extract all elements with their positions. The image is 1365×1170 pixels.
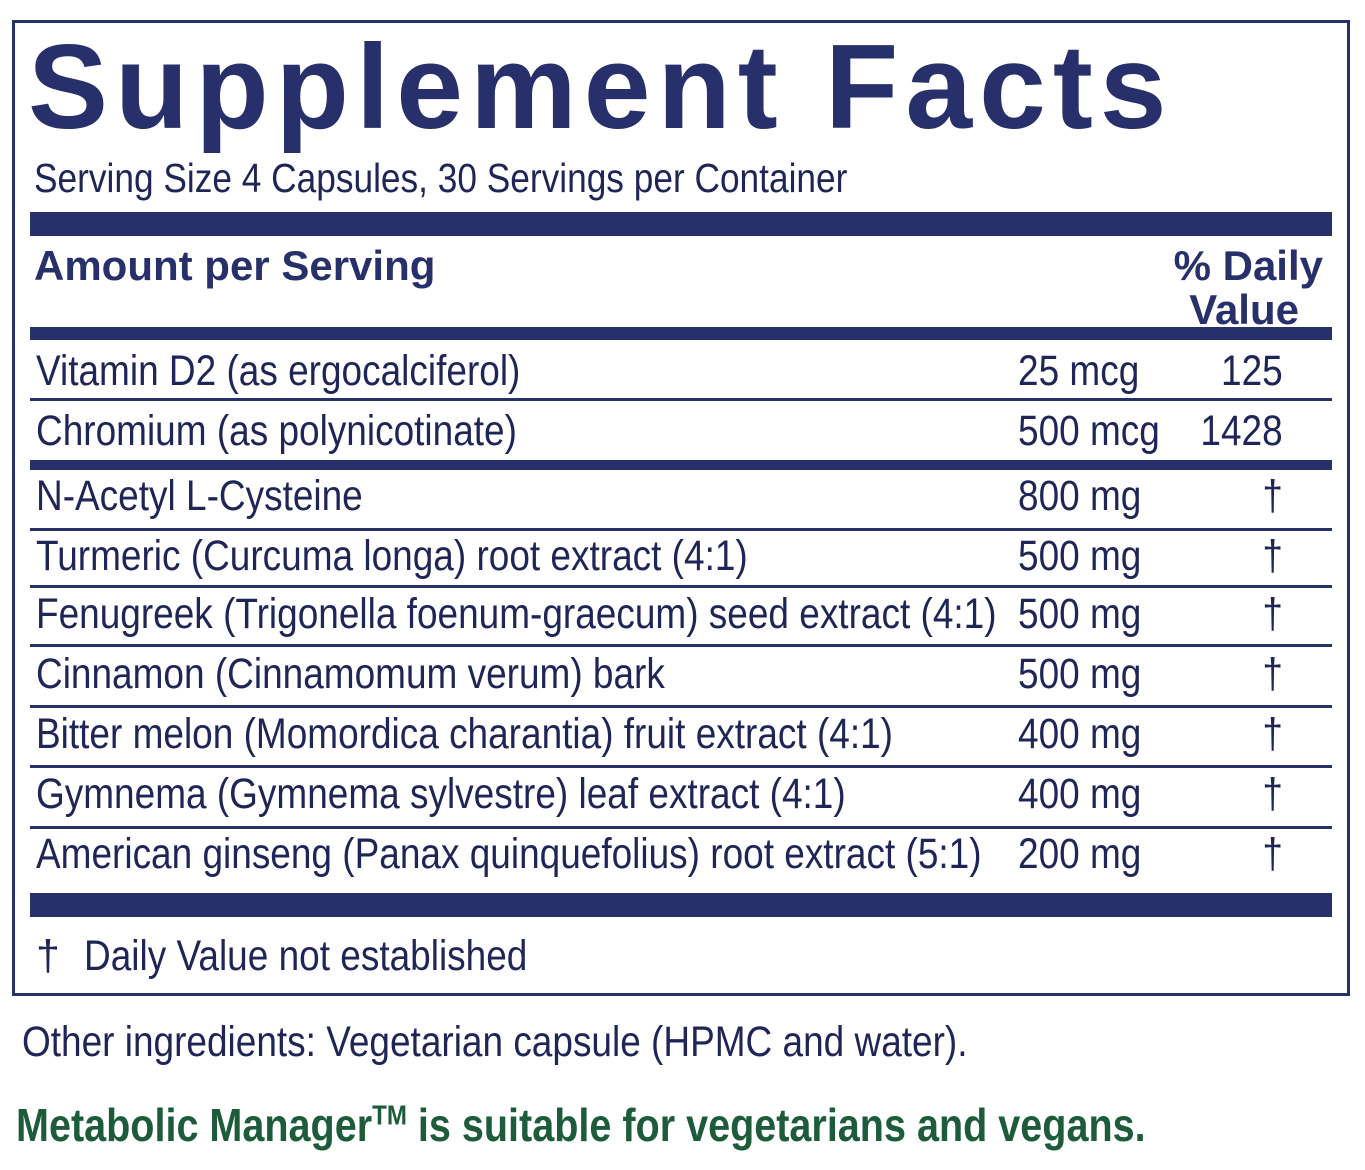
daily-value: † <box>1262 830 1283 878</box>
ingredient-name: N-Acetyl L-Cysteine <box>36 472 363 520</box>
ingredient-name: Chromium (as polynicotinate) <box>36 407 517 455</box>
divider <box>30 585 1332 588</box>
header-dv: Value <box>1189 286 1299 333</box>
amount: 400 mg <box>1018 710 1142 758</box>
divider <box>30 765 1332 768</box>
header-amount: Amount per Serving <box>34 242 436 289</box>
amount: 25 mcg <box>1018 347 1140 395</box>
daily-value: † <box>1262 532 1283 580</box>
amount: 500 mg <box>1018 590 1142 638</box>
divider <box>30 826 1332 829</box>
ingredient-name: Cinnamon (Cinnamomum verum) bark <box>36 650 665 698</box>
divider <box>30 398 1332 401</box>
product: Metabolic Manager <box>16 1099 373 1151</box>
header-dv: % Daily <box>1173 242 1323 289</box>
footnote-symbol: † <box>36 932 60 980</box>
daily-value: † <box>1262 590 1283 638</box>
ingredient-name: Bitter melon (Momordica charantia) fruit… <box>36 710 893 758</box>
daily-value: 125 <box>1221 347 1283 395</box>
trademark: TM <box>372 1099 407 1131</box>
amount: 800 mg <box>1018 472 1142 520</box>
divider <box>30 212 1332 236</box>
amount: 500 mcg <box>1018 407 1160 455</box>
ingredient-name: Turmeric (Curcuma longa) root extract (4… <box>36 532 748 580</box>
daily-value: † <box>1262 770 1283 818</box>
serving: Serving Size 4 Capsules, 30 Servings per… <box>34 155 848 201</box>
divider <box>30 460 1332 470</box>
footnote: Daily Value not established <box>84 932 528 980</box>
amount: 400 mg <box>1018 770 1142 818</box>
daily-value: † <box>1262 472 1283 520</box>
vegan-text: is suitable for vegetarians and vegans. <box>406 1099 1146 1151</box>
other-ingredients: Other ingredients: Vegetarian capsule (H… <box>22 1018 968 1066</box>
divider <box>30 644 1332 647</box>
daily-value: † <box>1262 650 1283 698</box>
ingredient-name: Vitamin D2 (as ergocalciferol) <box>36 347 521 395</box>
vegan-note: Metabolic ManagerTM is suitable for vege… <box>16 1098 1146 1152</box>
ingredient-name: Fenugreek (Trigonella foenum-graecum) se… <box>36 590 997 638</box>
amount: 200 mg <box>1018 830 1142 878</box>
divider <box>30 705 1332 708</box>
daily-value: † <box>1262 710 1283 758</box>
label-box <box>12 20 1350 996</box>
divider <box>30 528 1332 531</box>
amount: 500 mg <box>1018 650 1142 698</box>
divider <box>30 327 1332 340</box>
title: Supplement Facts <box>28 20 1174 154</box>
ingredient-name: Gymnema (Gymnema sylvestre) leaf extract… <box>36 770 846 818</box>
ingredient-name: American ginseng (Panax quinquefolius) r… <box>36 830 982 878</box>
amount: 500 mg <box>1018 532 1142 580</box>
divider <box>30 893 1332 917</box>
daily-value: 1428 <box>1200 407 1283 455</box>
